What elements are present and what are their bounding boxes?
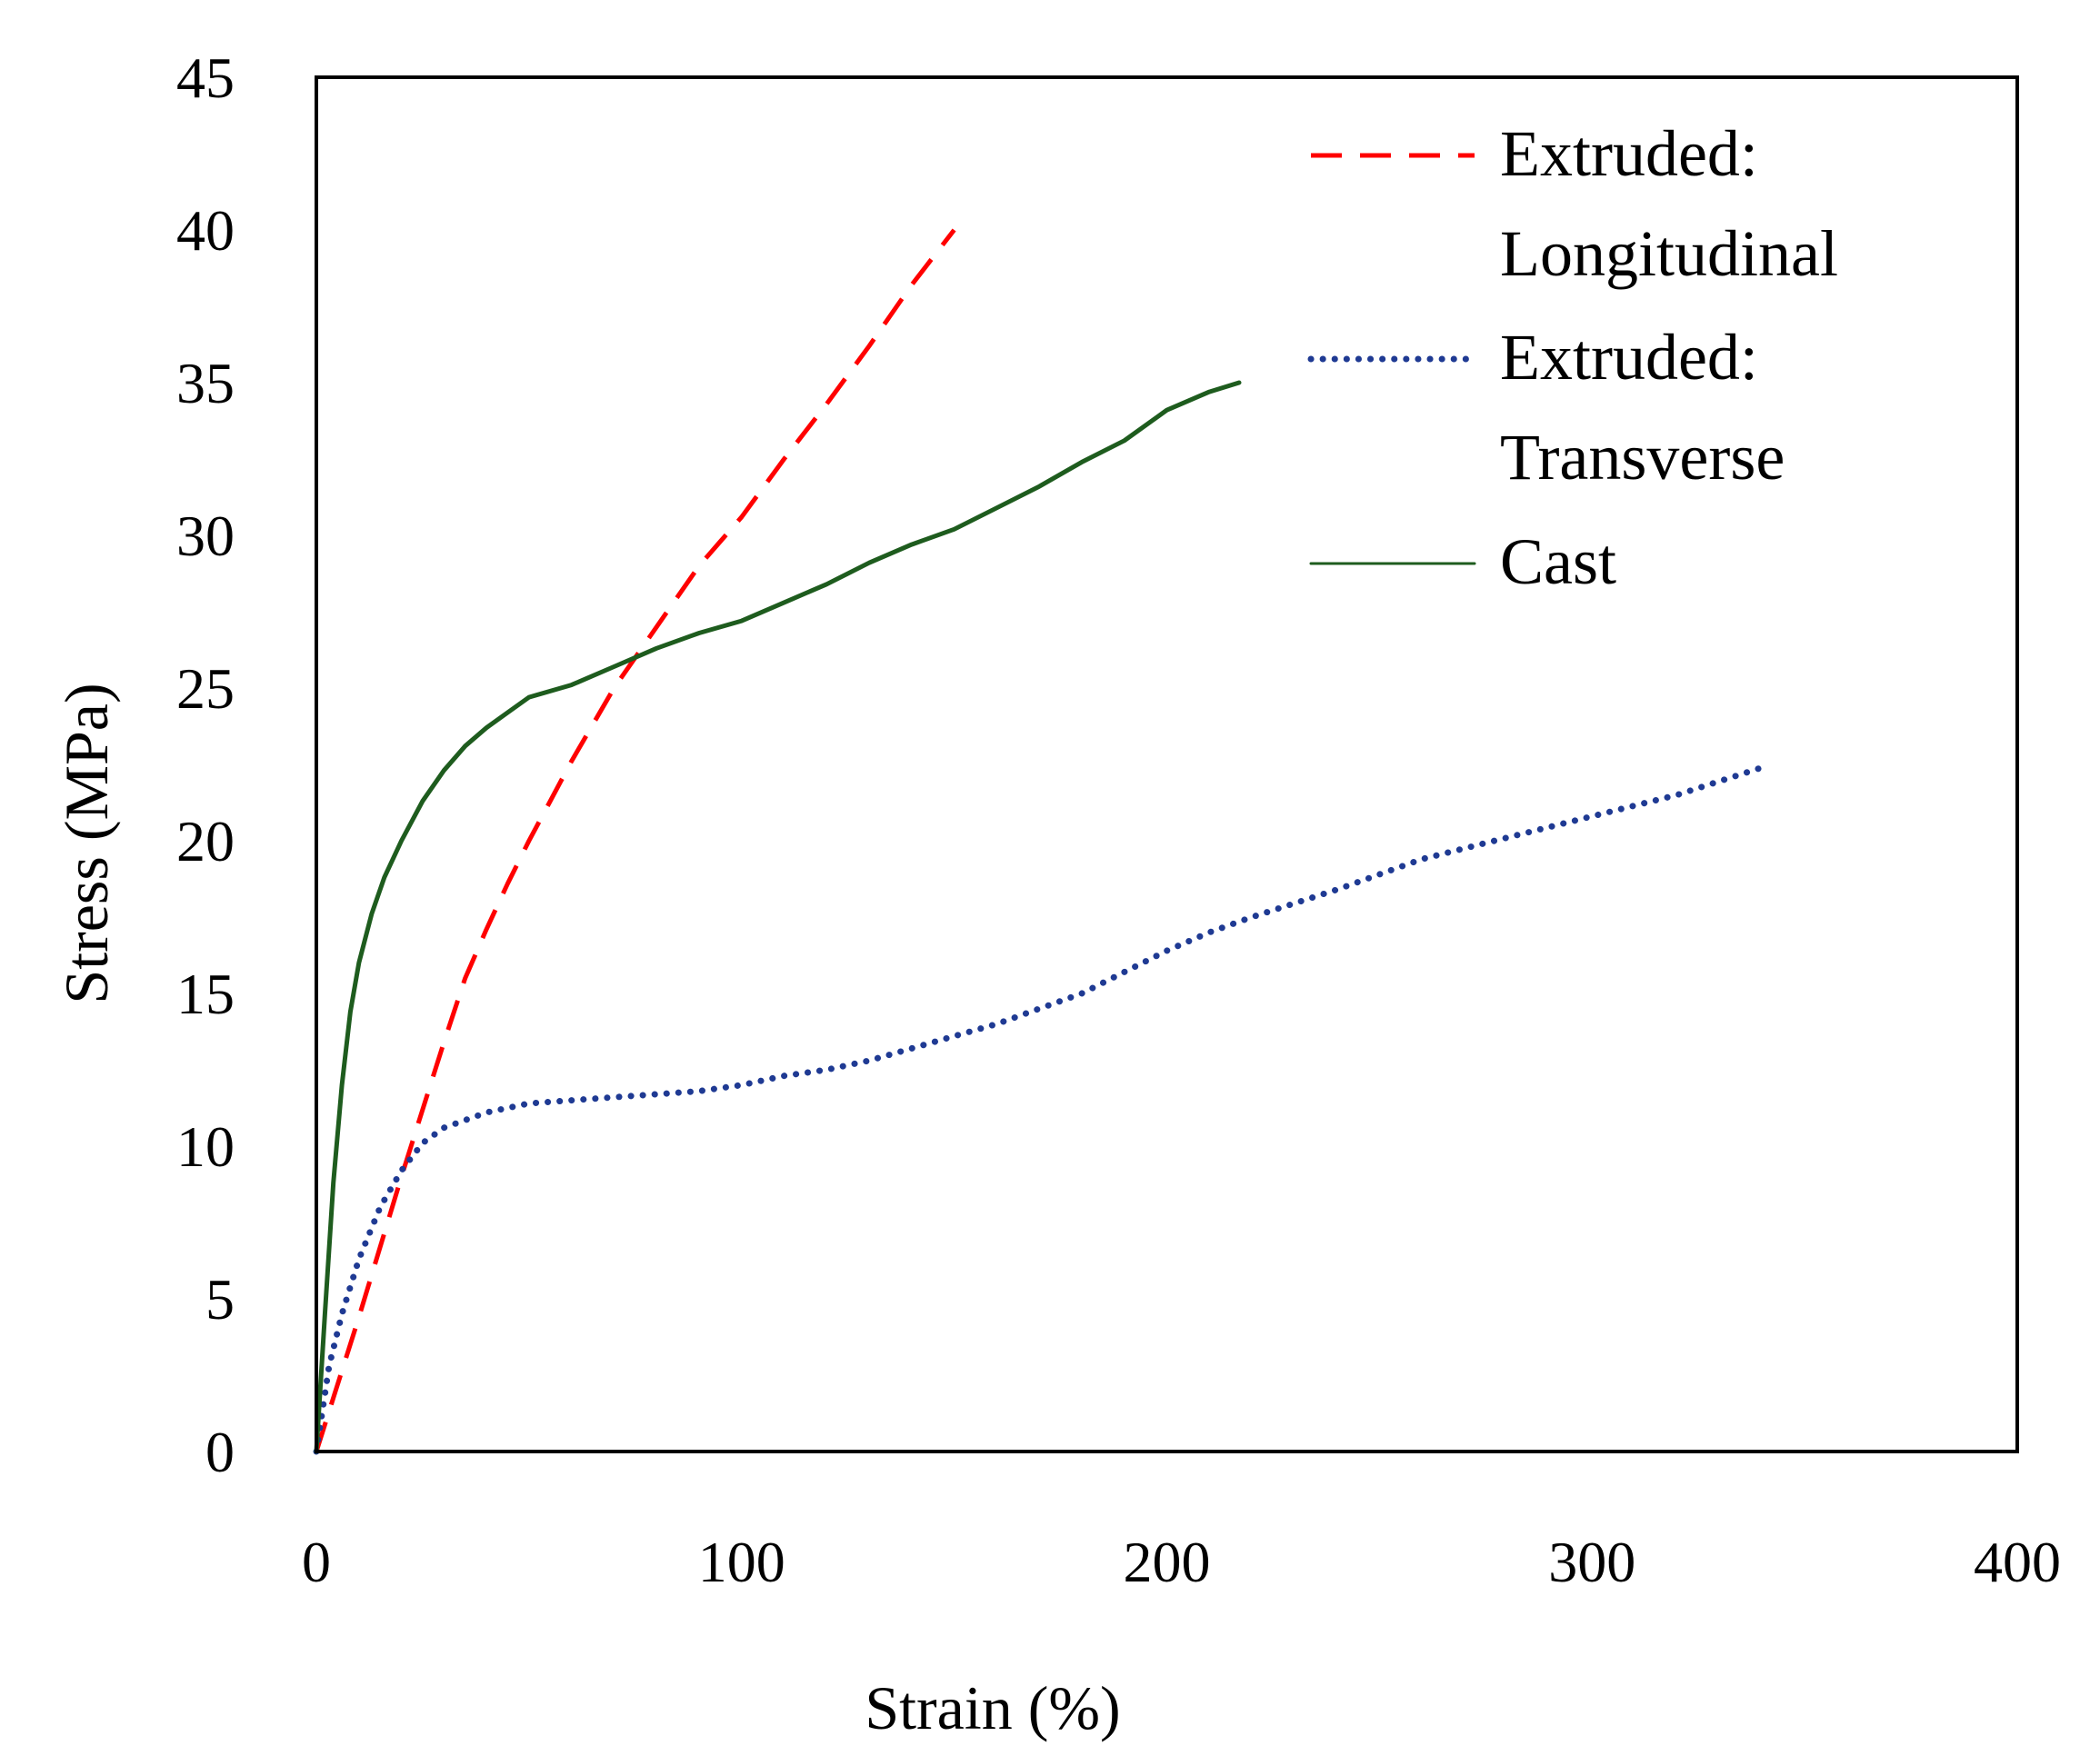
- x-axis-ticks: 0 100 200 300 400: [302, 1530, 2061, 1594]
- x-tick-label: 0: [302, 1530, 331, 1594]
- legend-label: Longitudinal: [1500, 217, 1838, 290]
- series-line-cast: [314, 380, 1242, 1454]
- legend: Extruded: Longitudinal Extruded: Transverse…: [1307, 117, 1838, 598]
- legend-label: Transverse: [1500, 421, 1785, 494]
- y-tick-label: 30: [176, 504, 235, 568]
- legend-label: Cast: [1500, 525, 1616, 598]
- y-tick-label: 0: [205, 1420, 235, 1484]
- y-tick-label: 25: [176, 656, 235, 721]
- y-tick-label: 5: [205, 1267, 235, 1332]
- plot-area-frame: [315, 75, 2019, 1453]
- x-tick-label: 100: [698, 1530, 785, 1594]
- legend-label: Extruded:: [1500, 321, 1758, 394]
- y-tick-label: 35: [176, 351, 235, 415]
- y-tick-label: 40: [176, 198, 235, 263]
- y-axis-ticks: 0 5 10 15 20 25 30 35 40 45: [176, 45, 235, 1484]
- y-tick-label: 45: [176, 45, 235, 110]
- series-line-extruded-transverse: [313, 763, 1765, 1455]
- x-tick-label: 400: [1974, 1530, 2061, 1594]
- series-line-extruded-longitudinal: [314, 228, 956, 1452]
- x-tick-label: 200: [1124, 1530, 1211, 1594]
- y-tick-label: 20: [176, 809, 235, 873]
- legend-label: Extruded:: [1500, 117, 1758, 190]
- y-tick-label: 15: [176, 962, 235, 1026]
- x-tick-label: 300: [1548, 1530, 1635, 1594]
- x-axis-title: Strain (%): [865, 1673, 1120, 1742]
- y-axis-title: Stress (MPa): [52, 683, 121, 1003]
- y-tick-label: 10: [176, 1114, 235, 1179]
- series-layer: [313, 228, 1765, 1455]
